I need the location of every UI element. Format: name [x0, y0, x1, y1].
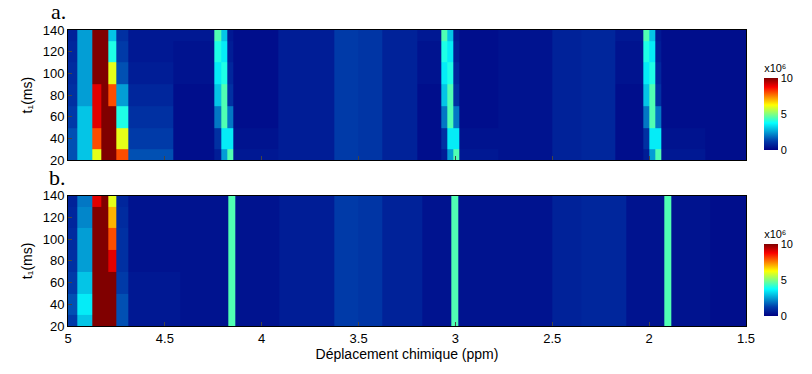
svg-text:2.5: 2.5: [543, 331, 561, 346]
svg-text:140: 140: [43, 23, 65, 38]
svg-text:80: 80: [50, 253, 64, 268]
svg-text:Déplacement chimique (ppm): Déplacement chimique (ppm): [316, 346, 499, 362]
svg-text:10: 10: [781, 72, 793, 84]
svg-text:t₁(ms): t₁(ms): [19, 243, 35, 280]
svg-text:120: 120: [43, 210, 65, 225]
svg-text:b.: b.: [49, 165, 66, 190]
svg-text:100: 100: [43, 232, 65, 247]
svg-text:t₁(ms): t₁(ms): [19, 77, 35, 114]
svg-text:x10⁶: x10⁶: [764, 228, 786, 240]
svg-text:1.5: 1.5: [737, 331, 755, 346]
svg-text:40: 40: [50, 131, 64, 146]
svg-text:0: 0: [781, 310, 787, 322]
svg-text:0: 0: [781, 144, 787, 156]
svg-text:2: 2: [646, 331, 653, 346]
svg-text:80: 80: [50, 88, 64, 103]
svg-text:4: 4: [258, 331, 265, 346]
svg-text:5: 5: [64, 331, 71, 346]
svg-text:60: 60: [50, 275, 64, 290]
svg-text:10: 10: [781, 238, 793, 250]
svg-text:60: 60: [50, 109, 64, 124]
svg-text:x10⁶: x10⁶: [764, 62, 786, 74]
svg-text:5: 5: [781, 274, 787, 286]
svg-text:a.: a.: [51, 0, 66, 24]
svg-text:100: 100: [43, 66, 65, 81]
svg-text:40: 40: [50, 297, 64, 312]
svg-text:140: 140: [43, 188, 65, 203]
svg-text:120: 120: [43, 44, 65, 59]
svg-text:5: 5: [781, 108, 787, 120]
svg-text:3.5: 3.5: [350, 331, 368, 346]
svg-text:20: 20: [50, 319, 64, 334]
svg-text:4.5: 4.5: [156, 331, 174, 346]
svg-text:3: 3: [452, 331, 459, 346]
svg-text:20: 20: [50, 153, 64, 168]
